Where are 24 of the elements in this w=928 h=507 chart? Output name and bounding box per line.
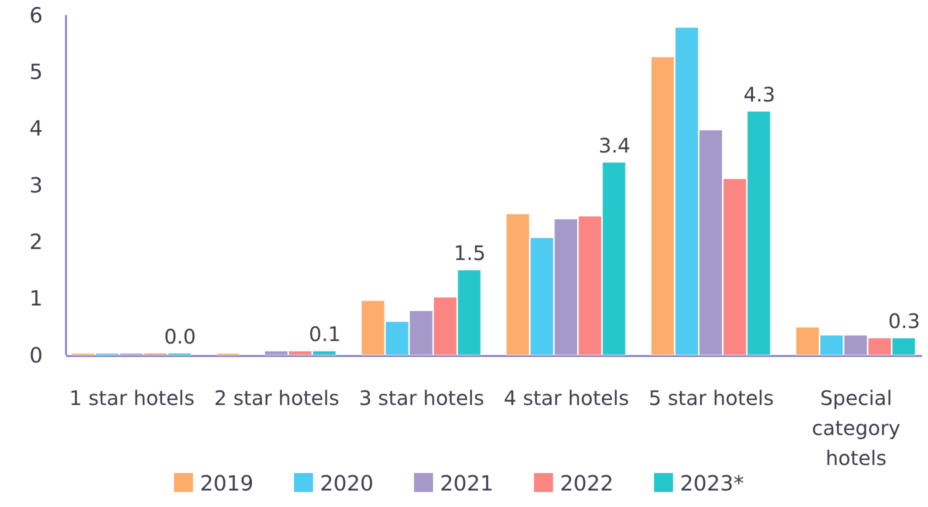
data-label: 3.4 (598, 133, 630, 158)
data-label: 1.5 (454, 241, 486, 265)
data-label: 4.3 (743, 82, 776, 106)
legend-label: 2019 (200, 471, 254, 496)
x-tick-label: 5 star hotels (648, 386, 774, 410)
y-tick-label: 0 (29, 343, 43, 368)
x-tick-label: 4 star hotels (504, 386, 630, 410)
y-tick-label: 3 (29, 173, 43, 198)
x-tick-label: 3 star hotels (358, 386, 484, 410)
x-tick-label: 1 star hotels (69, 386, 195, 410)
y-tick-label: 4 (29, 116, 43, 141)
legend-label: 2020 (320, 471, 374, 496)
data-label: 0.1 (308, 322, 341, 346)
y-tick-label: 1 (29, 286, 43, 311)
y-tick-label: 5 (29, 60, 43, 84)
x-tick-label: 2 star hotels (214, 386, 340, 410)
x-tick-label: Special category hotels (812, 386, 900, 470)
data-label: 0.0 (164, 324, 196, 348)
data-label: 0.3 (888, 309, 920, 333)
legend-label: 2022 (560, 471, 614, 496)
y-tick-label: 2 (29, 230, 43, 254)
legend-label: 2021 (440, 471, 494, 496)
legend-label: 2023* (680, 471, 744, 496)
y-tick-label: 6 (29, 3, 43, 28)
